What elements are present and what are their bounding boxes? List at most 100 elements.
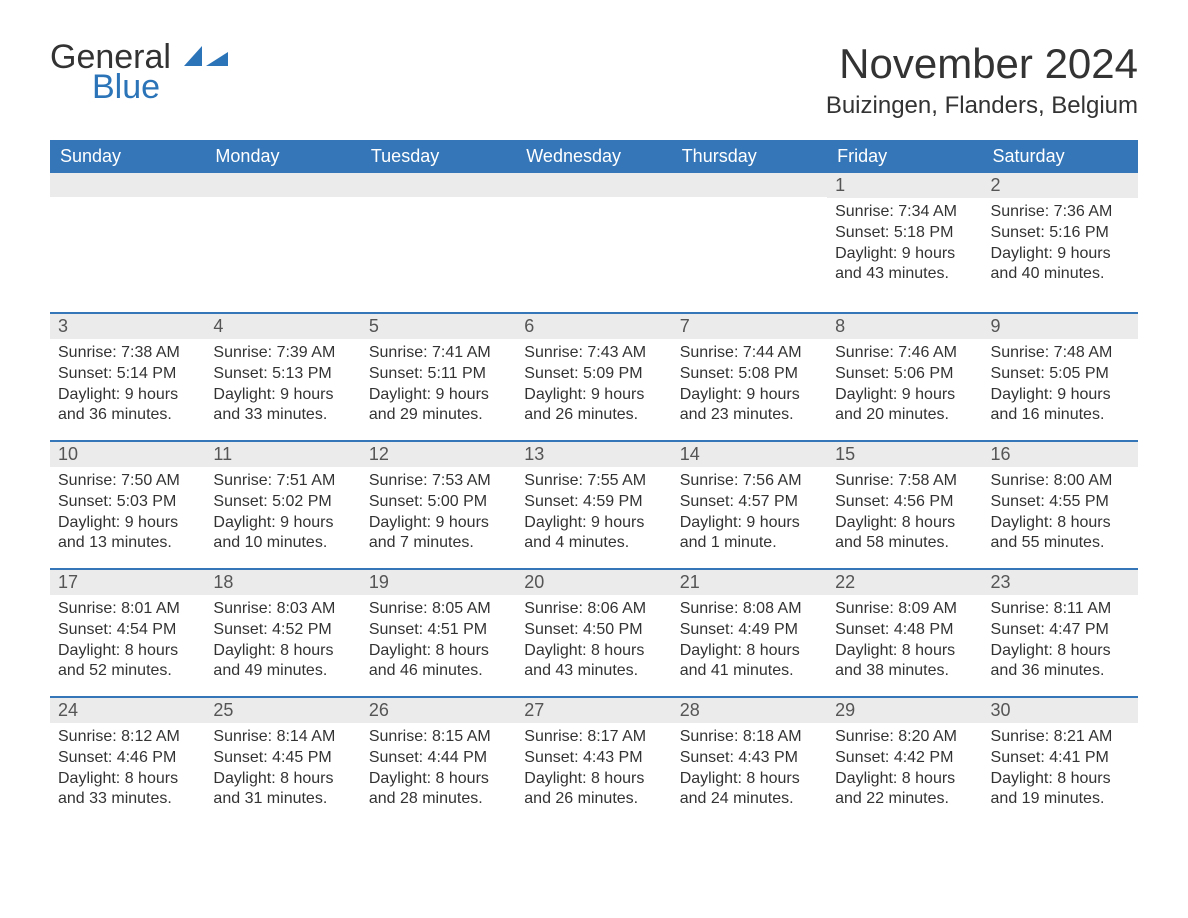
calendar-day-cell: 18Sunrise: 8:03 AMSunset: 4:52 PMDayligh… (205, 569, 360, 697)
sunrise-text: Sunrise: 8:00 AM (991, 471, 1130, 492)
sunrise-text: Sunrise: 8:18 AM (680, 727, 819, 748)
day-details: Sunrise: 7:53 AMSunset: 5:00 PMDaylight:… (361, 467, 516, 562)
sunset-text: Sunset: 4:50 PM (524, 620, 663, 641)
calendar-day-cell: 21Sunrise: 8:08 AMSunset: 4:49 PMDayligh… (672, 569, 827, 697)
day-details: Sunrise: 8:20 AMSunset: 4:42 PMDaylight:… (827, 723, 982, 818)
sunrise-text: Sunrise: 8:09 AM (835, 599, 974, 620)
daylight-text: Daylight: 9 hours and 33 minutes. (213, 385, 352, 427)
day-details: Sunrise: 8:15 AMSunset: 4:44 PMDaylight:… (361, 723, 516, 818)
day-number: 11 (205, 442, 360, 467)
day-details: Sunrise: 8:14 AMSunset: 4:45 PMDaylight:… (205, 723, 360, 818)
day-number: 24 (50, 698, 205, 723)
daylight-text: Daylight: 9 hours and 4 minutes. (524, 513, 663, 555)
day-number: 17 (50, 570, 205, 595)
sunrise-text: Sunrise: 7:36 AM (991, 202, 1130, 223)
daylight-text: Daylight: 8 hours and 33 minutes. (58, 769, 197, 811)
calendar-day-cell: 10Sunrise: 7:50 AMSunset: 5:03 PMDayligh… (50, 441, 205, 569)
sunrise-text: Sunrise: 8:12 AM (58, 727, 197, 748)
day-header: Sunday (50, 140, 205, 173)
day-number: 19 (361, 570, 516, 595)
calendar-day-cell: 19Sunrise: 8:05 AMSunset: 4:51 PMDayligh… (361, 569, 516, 697)
calendar-day-cell: 24 Sunrise: 8:12 AMSunset: 4:46 PMDayligh… (50, 697, 205, 825)
sunset-text: Sunset: 4:48 PM (835, 620, 974, 641)
empty-day-bar (672, 173, 827, 197)
sunrise-text: Sunrise: 7:38 AM (58, 343, 197, 364)
day-number: 28 (672, 698, 827, 723)
daylight-text: Daylight: 8 hours and 31 minutes. (213, 769, 352, 811)
calendar-day-cell: 2Sunrise: 7:36 AMSunset: 5:16 PMDaylight… (983, 173, 1138, 313)
calendar-day-cell: 30Sunrise: 8:21 AMSunset: 4:41 PMDayligh… (983, 697, 1138, 825)
sunrise-text: Sunrise: 8:15 AM (369, 727, 508, 748)
page-title: November 2024 (826, 40, 1138, 88)
calendar-week-row: 24Sunrise: 8:12 AMSunset: 4:46 PMDayligh… (50, 697, 1138, 825)
day-details: Sunrise: 8:03 AMSunset: 4:52 PMDaylight:… (205, 595, 360, 690)
day-details: Sunrise: 8:18 AMSunset: 4:43 PMDaylight:… (672, 723, 827, 818)
daylight-text: Daylight: 8 hours and 52 minutes. (58, 641, 197, 683)
calendar-day-cell: 29Sunrise: 8:20 AMSunset: 4:42 PMDayligh… (827, 697, 982, 825)
sunrise-text: Sunrise: 7:41 AM (369, 343, 508, 364)
sunrise-text: Sunrise: 8:17 AM (524, 727, 663, 748)
sunset-text: Sunset: 5:00 PM (369, 492, 508, 513)
sunrise-text: Sunrise: 8:01 AM (58, 599, 197, 620)
day-number: 6 (516, 314, 671, 339)
calendar-day-cell: 15Sunrise: 7:58 AMSunset: 4:56 PMDayligh… (827, 441, 982, 569)
header: General Blue November 2024 Buizingen, Fl… (50, 40, 1138, 120)
day-details: Sunrise: 7:44 AMSunset: 5:08 PMDaylight:… (672, 339, 827, 434)
day-details: Sunrise: 7:56 AMSunset: 4:57 PMDaylight:… (672, 467, 827, 562)
day-number: 12 (361, 442, 516, 467)
sunset-text: Sunset: 4:52 PM (213, 620, 352, 641)
daylight-text: Daylight: 8 hours and 43 minutes. (524, 641, 663, 683)
day-header: Saturday (983, 140, 1138, 173)
calendar-day-cell: 25Sunrise: 8:14 AMSunset: 4:45 PMDayligh… (205, 697, 360, 825)
sunrise-text: Sunrise: 7:48 AM (991, 343, 1130, 364)
calendar-day-cell: 7Sunrise: 7:44 AMSunset: 5:08 PMDaylight… (672, 313, 827, 441)
calendar-day-cell: 28Sunrise: 8:18 AMSunset: 4:43 PMDayligh… (672, 697, 827, 825)
title-block: November 2024 Buizingen, Flanders, Belgi… (826, 40, 1138, 120)
day-header: Wednesday (516, 140, 671, 173)
day-number: 4 (205, 314, 360, 339)
day-details: Sunrise: 7:48 AMSunset: 5:05 PMDaylight:… (983, 339, 1138, 434)
sunset-text: Sunset: 5:06 PM (835, 364, 974, 385)
day-number: 27 (516, 698, 671, 723)
calendar-week-row: 10Sunrise: 7:50 AMSunset: 5:03 PMDayligh… (50, 441, 1138, 569)
sunrise-text: Sunrise: 8:08 AM (680, 599, 819, 620)
daylight-text: Daylight: 9 hours and 13 minutes. (58, 513, 197, 555)
day-details: Sunrise: 8:11 AMSunset: 4:47 PMDaylight:… (983, 595, 1138, 690)
sunset-text: Sunset: 4:41 PM (991, 748, 1130, 769)
day-number: 1 (827, 173, 982, 198)
calendar-day-cell (361, 173, 516, 313)
sunset-text: Sunset: 4:46 PM (58, 748, 197, 769)
location-label: Buizingen, Flanders, Belgium (826, 92, 1138, 120)
sunrise-text: Sunrise: 7:34 AM (835, 202, 974, 223)
calendar-day-cell: 5Sunrise: 7:41 AMSunset: 5:11 PMDaylight… (361, 313, 516, 441)
day-number: 21 (672, 570, 827, 595)
daylight-text: Daylight: 8 hours and 19 minutes. (991, 769, 1130, 811)
day-number: 14 (672, 442, 827, 467)
empty-day-bar (205, 173, 360, 197)
sunrise-text: Sunrise: 8:20 AM (835, 727, 974, 748)
logo-text: General Blue (50, 40, 228, 104)
day-details: Sunrise: 8:08 AMSunset: 4:49 PMDaylight:… (672, 595, 827, 690)
calendar-day-cell: 27Sunrise: 8:17 AMSunset: 4:43 PMDayligh… (516, 697, 671, 825)
empty-day-bar (516, 173, 671, 197)
calendar-table: Sunday Monday Tuesday Wednesday Thursday… (50, 140, 1138, 825)
calendar-day-cell: 9Sunrise: 7:48 AMSunset: 5:05 PMDaylight… (983, 313, 1138, 441)
sunset-text: Sunset: 4:44 PM (369, 748, 508, 769)
logo-sail-icon (184, 38, 228, 76)
sunrise-text: Sunrise: 7:50 AM (58, 471, 197, 492)
day-number: 8 (827, 314, 982, 339)
day-number: 13 (516, 442, 671, 467)
daylight-text: Daylight: 9 hours and 40 minutes. (991, 244, 1130, 286)
day-details: Sunrise: 7:51 AMSunset: 5:02 PMDaylight:… (205, 467, 360, 562)
sunrise-text: Sunrise: 7:44 AM (680, 343, 819, 364)
daylight-text: Daylight: 9 hours and 36 minutes. (58, 385, 197, 427)
sunset-text: Sunset: 5:03 PM (58, 492, 197, 513)
day-number: 10 (50, 442, 205, 467)
sunrise-text: Sunrise: 7:51 AM (213, 471, 352, 492)
calendar-day-cell: 13Sunrise: 7:55 AMSunset: 4:59 PMDayligh… (516, 441, 671, 569)
daylight-text: Daylight: 9 hours and 23 minutes. (680, 385, 819, 427)
calendar-day-cell (205, 173, 360, 313)
day-details: Sunrise: 7:50 AMSunset: 5:03 PMDaylight:… (50, 467, 205, 562)
calendar-day-cell (50, 173, 205, 313)
sunset-text: Sunset: 5:11 PM (369, 364, 508, 385)
